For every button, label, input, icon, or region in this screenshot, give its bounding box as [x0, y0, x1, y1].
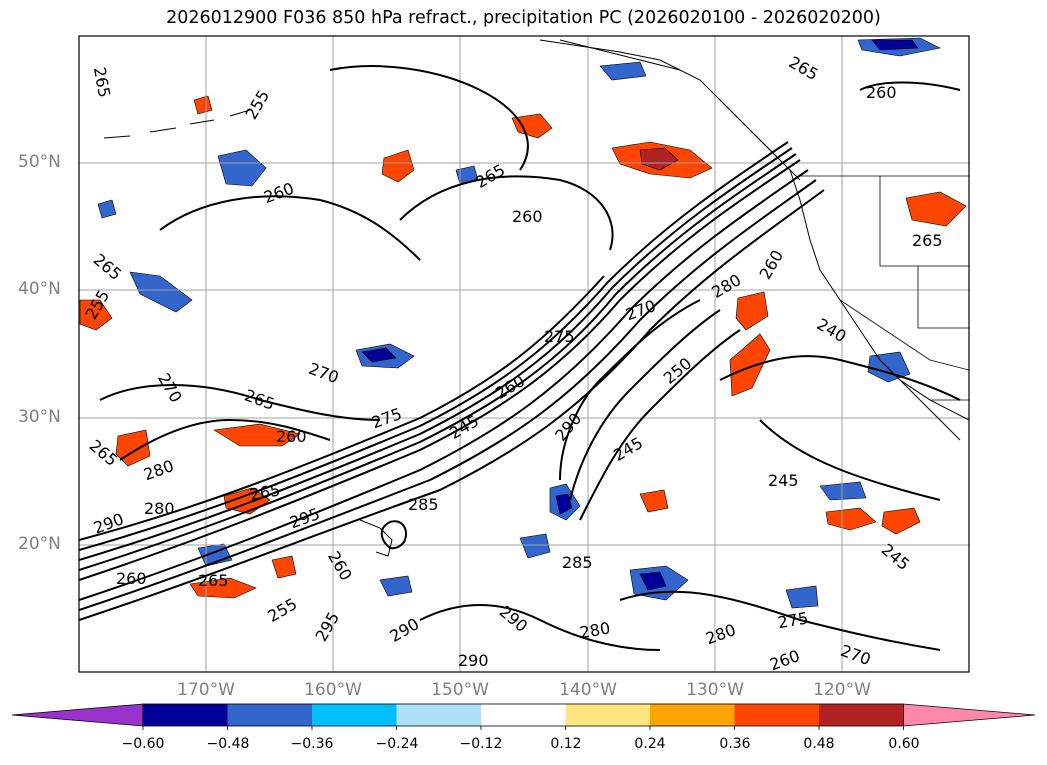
lon-label-140w: 140°W — [559, 680, 617, 700]
svg-text:280: 280 — [144, 499, 175, 518]
colorbar-tick-label: 0.60 — [888, 736, 920, 752]
map-title: 2026012900 F036 850 hPa refract., precip… — [166, 8, 881, 28]
map-frame — [78, 35, 970, 673]
colorbar-segment — [312, 704, 397, 726]
colorbar-segment — [734, 704, 819, 726]
lat-label-40n: 40°N — [18, 279, 61, 299]
colorbar-extend-right — [903, 703, 1036, 727]
colorbar-segment — [565, 704, 650, 726]
colorbar-outline — [142, 703, 904, 727]
coastlines — [103, 39, 969, 557]
colorbar-segment — [396, 704, 481, 726]
colorbar-extend-left — [11, 703, 144, 727]
colorbar — [11, 703, 1036, 730]
lon-label-170w: 170°W — [177, 680, 235, 700]
svg-text:285: 285 — [408, 495, 439, 514]
colorbar-tick-label: −0.36 — [290, 736, 334, 752]
lat-label-50n: 50°N — [18, 152, 61, 172]
lon-label-120w: 120°W — [813, 680, 871, 700]
colorbar-tick-label: 0.48 — [803, 736, 835, 752]
svg-text:260: 260 — [866, 83, 897, 102]
svg-text:285: 285 — [562, 553, 593, 572]
colorbar-tick-label: 0.24 — [634, 736, 666, 752]
colorbar-segment — [481, 704, 566, 726]
colorbar-tick-label: 0.12 — [550, 736, 582, 752]
svg-text:275: 275 — [544, 327, 575, 346]
political-borders — [800, 175, 969, 401]
lat-label-30n: 30°N — [18, 407, 61, 427]
colorbar-segment — [227, 704, 312, 726]
lat-label-20n: 20°N — [18, 534, 61, 554]
colorbar-tick-label: −0.24 — [375, 736, 419, 752]
svg-text:265: 265 — [912, 231, 943, 250]
colorbar-segment — [143, 704, 228, 726]
colorbar-tick-label: 0.36 — [719, 736, 751, 752]
colorbar-tick-label: −0.48 — [206, 736, 250, 752]
refractivity-contours — [79, 65, 961, 651]
colorbar-tick-label: −0.12 — [459, 736, 503, 752]
svg-text:260: 260 — [116, 569, 147, 588]
svg-text:290: 290 — [458, 651, 489, 670]
svg-text:260: 260 — [512, 207, 543, 226]
svg-text:260: 260 — [276, 427, 307, 446]
lon-label-160w: 160°W — [304, 680, 362, 700]
svg-text:265: 265 — [198, 571, 229, 590]
lon-label-130w: 130°W — [686, 680, 744, 700]
colorbar-tick-label: −0.60 — [121, 736, 165, 752]
svg-text:245: 245 — [768, 471, 799, 490]
lon-label-150w: 150°W — [431, 680, 489, 700]
colorbar-segment — [650, 704, 735, 726]
colorbar-segment — [819, 704, 904, 726]
